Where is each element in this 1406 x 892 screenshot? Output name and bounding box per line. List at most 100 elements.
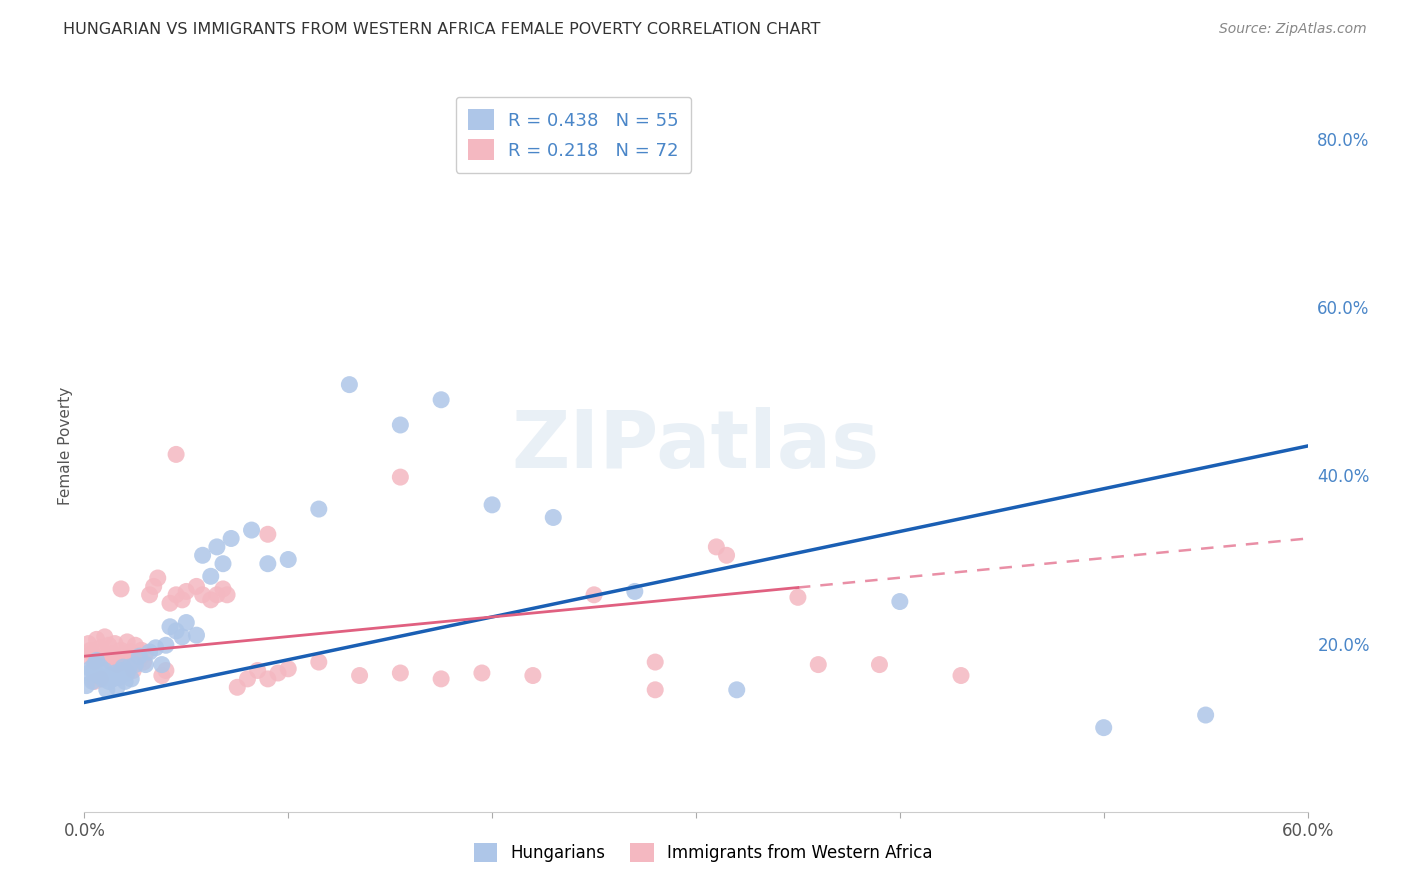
Legend: R = 0.438   N = 55, R = 0.218   N = 72: R = 0.438 N = 55, R = 0.218 N = 72 (456, 96, 692, 173)
Point (108, 651, 131, 665)
Point (82, 647, 104, 661)
Point (93, 630, 115, 644)
Point (100, 668, 122, 682)
Point (174, 615, 197, 630)
Point (205, 540, 228, 554)
Point (127, 649, 149, 664)
Point (75, 679, 97, 693)
Point (79, 643, 101, 657)
Point (246, 664, 269, 678)
Text: ZIPatlas: ZIPatlas (512, 407, 880, 485)
Point (869, 657, 891, 672)
Point (86, 653, 108, 667)
Point (172, 630, 194, 644)
Point (124, 657, 146, 672)
Point (110, 664, 132, 678)
Point (219, 532, 242, 546)
Point (83, 665, 105, 680)
Point (257, 527, 280, 541)
Point (90, 672, 112, 686)
Point (1195, 708, 1218, 723)
Point (83, 657, 105, 672)
Point (159, 596, 181, 610)
Point (104, 665, 127, 680)
Point (120, 672, 142, 686)
Point (165, 447, 187, 461)
Point (90, 660, 112, 674)
Point (87, 668, 110, 682)
Point (135, 657, 157, 672)
Point (101, 672, 124, 686)
Point (583, 588, 606, 602)
Point (110, 582, 132, 596)
Point (118, 660, 141, 674)
Point (82, 674, 104, 689)
Point (174, 584, 197, 599)
Point (114, 674, 136, 689)
Point (135, 647, 157, 661)
Point (430, 672, 453, 686)
Point (191, 549, 214, 563)
Point (267, 665, 290, 680)
Point (308, 502, 330, 516)
Point (79, 662, 101, 676)
Point (257, 672, 280, 686)
Point (128, 653, 150, 667)
Point (200, 592, 222, 607)
Point (205, 588, 228, 602)
Point (150, 668, 173, 682)
Point (131, 643, 153, 657)
Point (389, 470, 412, 484)
Point (159, 620, 181, 634)
Point (481, 498, 503, 512)
Point (101, 647, 124, 661)
Point (807, 657, 830, 672)
Point (100, 655, 122, 669)
Y-axis label: Female Poverty: Female Poverty (58, 387, 73, 505)
Point (277, 552, 299, 566)
Point (77, 665, 100, 680)
Point (186, 628, 208, 642)
Point (277, 662, 299, 676)
Point (389, 417, 412, 432)
Point (212, 582, 235, 596)
Point (146, 571, 169, 585)
Point (118, 655, 141, 669)
Point (430, 392, 453, 407)
Point (889, 594, 911, 608)
Point (349, 668, 371, 682)
Point (87, 651, 110, 665)
Point (339, 377, 361, 392)
Point (97, 638, 120, 652)
Point (217, 588, 239, 602)
Point (725, 682, 748, 697)
Point (104, 636, 127, 650)
Point (200, 569, 222, 583)
Legend: Hungarians, Immigrants from Western Africa: Hungarians, Immigrants from Western Afri… (465, 834, 941, 871)
Point (155, 664, 177, 678)
Point (96, 649, 118, 664)
Point (105, 657, 128, 672)
Point (112, 660, 135, 674)
Point (950, 668, 973, 682)
Point (105, 681, 128, 695)
Point (165, 624, 187, 638)
Point (91, 645, 114, 659)
Point (212, 557, 235, 571)
Point (128, 649, 150, 664)
Point (124, 638, 146, 652)
Point (115, 665, 138, 680)
Point (110, 643, 132, 657)
Point (75, 649, 97, 664)
Point (1092, 721, 1115, 735)
Point (90, 640, 112, 655)
Point (150, 657, 173, 672)
Point (114, 647, 136, 661)
Point (172, 592, 194, 607)
Point (138, 645, 160, 659)
Point (644, 655, 666, 669)
Point (165, 588, 187, 602)
Point (145, 640, 167, 655)
Point (122, 664, 145, 678)
Point (389, 665, 412, 680)
